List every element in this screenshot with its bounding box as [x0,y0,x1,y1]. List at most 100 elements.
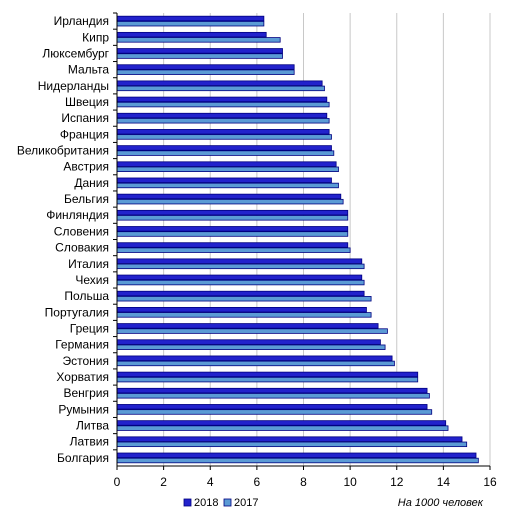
bar-2018-7 [116,129,330,135]
category-label: Хорватия [56,370,109,384]
category-label: Италия [68,257,109,271]
bar-2018-6 [116,112,328,119]
bar-2018-3 [116,64,295,70]
category-label: Бельгия [64,192,109,206]
category-label: Словакия [55,241,109,255]
legend-label-2017: 2017 [234,497,258,509]
category-label: Мальта [68,63,109,77]
bar-2017-11 [116,198,344,205]
x-tick-label: 4 [207,475,214,489]
bar-2017-16 [116,279,365,286]
bar-2017-7 [116,134,332,140]
bar-2018-1 [116,31,267,38]
bar-2017-9 [116,166,339,172]
bar-2018-19 [116,323,379,329]
bar-2017-4 [116,85,325,92]
bar-2018-5 [116,96,328,103]
bar-2017-18 [116,312,372,318]
bar-2018-25 [116,420,447,426]
category-label: Литва [76,419,109,433]
category-label: Венгрия [63,386,109,400]
bar-2018-20 [116,339,381,345]
bar-2018-10 [116,177,332,183]
category-label: Франция [60,127,109,141]
bar-2018-24 [116,404,428,410]
category-label: Польша [64,289,109,303]
bar-2018-22 [116,371,419,378]
bar-2018-21 [116,355,393,361]
legend-swatch-2018 [183,498,192,507]
category-label: Люксембург [42,46,109,60]
bar-2018-15 [116,258,363,264]
category-label: Испания [61,111,109,125]
bar-2017-21 [116,360,395,367]
bar-2017-1 [116,37,281,43]
category-label: Словения [54,224,109,238]
bar-2018-4 [116,80,323,86]
x-tick-label: 2 [160,475,167,489]
bar-2017-19 [116,328,388,334]
bar-2017-10 [116,182,339,189]
bar-2018-0 [116,15,265,22]
bar-2017-0 [116,20,265,27]
category-label: Эстония [63,354,110,368]
bar-2018-9 [116,161,337,167]
category-label: Кипр [82,30,109,44]
category-label: Швеция [65,95,109,109]
x-tick-label: 12 [390,475,404,489]
bar-2017-3 [116,69,295,75]
bar-2017-23 [116,393,430,399]
bar-2018-8 [116,145,332,151]
category-label: Румыния [58,402,109,416]
bar-2017-26 [116,441,468,448]
category-label: Латвия [70,435,109,449]
legend-label-2018: 2018 [194,497,218,509]
legend-swatch-2017 [223,498,232,507]
x-axis-label: На 1000 человек [398,497,484,509]
x-tick-label: 0 [114,475,121,489]
bar-2018-11 [116,193,342,200]
bar-2017-6 [116,118,330,124]
bar-2018-17 [116,290,365,297]
category-label: Германия [55,338,109,352]
x-tick-label: 8 [300,475,307,489]
x-tick-label: 10 [343,475,357,489]
bar-2017-27 [116,457,479,464]
bar-2017-13 [116,231,349,237]
bar-2018-27 [116,452,477,459]
category-label: Великобритания [17,144,109,158]
bar-2017-8 [116,150,335,156]
category-label: Болгария [57,451,109,465]
bar-2017-15 [116,263,365,270]
x-tick-label: 6 [254,475,261,489]
category-label: Чехия [75,273,109,287]
category-labels: Ирландия Кипр Люксембург Мальта Нидерланды Шв… [17,12,117,465]
bar-2017-17 [116,296,372,302]
bar-2017-5 [116,101,330,108]
bar-2017-22 [116,376,419,383]
bar-2017-14 [116,247,351,253]
bar-2017-12 [116,215,349,221]
bar-2018-14 [116,242,349,248]
x-tick-label: 14 [437,475,451,489]
bar-2017-25 [116,425,449,431]
bar-2018-12 [116,209,349,216]
bar-2018-2 [116,48,283,54]
bar-2018-16 [116,274,363,281]
category-label: Греция [70,321,109,335]
x-tick-labels: 0 2 4 6 8 10 12 14 16 [114,466,497,489]
x-tick-label: 16 [483,475,497,489]
category-label: Нидерланды [38,79,109,93]
bar-2018-18 [116,306,367,313]
bar-2017-2 [116,53,283,59]
bars [116,15,479,464]
bar-2018-13 [116,226,349,232]
category-label: Финляндия [46,208,109,222]
bar-2017-24 [116,409,433,415]
category-label: Ирландия [54,14,109,28]
bar-2018-26 [116,436,463,442]
bar-2017-20 [116,344,386,350]
category-label: Португалия [45,305,109,319]
legend: 2018 2017 [183,497,258,509]
